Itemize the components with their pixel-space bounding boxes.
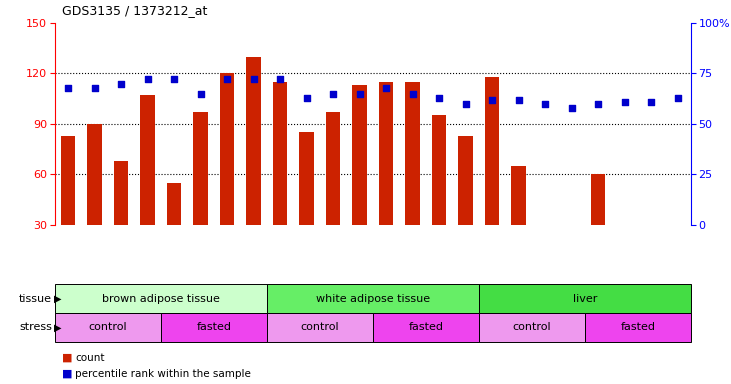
Bar: [373, 313, 479, 342]
Bar: [167, 183, 181, 275]
Point: [406, 91, 418, 97]
Point: [539, 101, 551, 107]
Point: [168, 76, 180, 83]
Text: GSM184420: GSM184420: [222, 284, 232, 338]
Text: ▶: ▶: [54, 322, 61, 333]
Text: GSM184436: GSM184436: [646, 284, 656, 339]
Point: [248, 76, 260, 83]
Bar: [267, 313, 373, 342]
Bar: [670, 247, 685, 275]
Bar: [267, 284, 479, 313]
Bar: [379, 82, 393, 275]
Bar: [405, 82, 420, 275]
Bar: [161, 313, 267, 342]
Point: [512, 97, 524, 103]
Bar: [432, 116, 447, 275]
Text: tissue: tissue: [19, 293, 52, 304]
Point: [300, 94, 312, 101]
Bar: [352, 85, 367, 275]
Bar: [55, 284, 267, 313]
Text: fasted: fasted: [409, 322, 443, 333]
Text: count: count: [75, 353, 105, 363]
Point: [62, 84, 74, 91]
Text: brown adipose tissue: brown adipose tissue: [102, 293, 220, 304]
Point: [672, 94, 683, 101]
Bar: [220, 73, 235, 275]
Bar: [458, 136, 473, 275]
Text: GSM184424: GSM184424: [328, 284, 338, 338]
Text: GSM184432: GSM184432: [540, 284, 550, 338]
Point: [221, 76, 233, 83]
Text: GSM184428: GSM184428: [434, 284, 444, 338]
Text: GSM184435: GSM184435: [620, 284, 629, 339]
Text: GSM184433: GSM184433: [567, 284, 576, 339]
Point: [486, 97, 498, 103]
Text: GSM184423: GSM184423: [302, 284, 311, 338]
Bar: [55, 313, 161, 342]
Bar: [564, 247, 579, 275]
Text: ■: ■: [62, 369, 72, 379]
Bar: [511, 166, 526, 275]
Point: [115, 81, 127, 87]
Text: GSM184426: GSM184426: [382, 284, 390, 338]
Text: GSM184419: GSM184419: [196, 284, 205, 339]
Text: GSM184429: GSM184429: [461, 284, 470, 338]
Text: GSM184414: GSM184414: [64, 284, 72, 338]
Point: [142, 76, 154, 83]
Text: control: control: [512, 322, 551, 333]
Text: fasted: fasted: [621, 322, 655, 333]
Text: ▶: ▶: [54, 293, 61, 304]
Bar: [140, 95, 155, 275]
Point: [327, 91, 339, 97]
Bar: [644, 250, 659, 275]
Bar: [299, 132, 314, 275]
Text: GSM184418: GSM184418: [170, 284, 178, 339]
Point: [88, 84, 100, 91]
Point: [460, 101, 471, 107]
Bar: [479, 284, 691, 313]
Bar: [114, 161, 129, 275]
Point: [380, 84, 392, 91]
Text: GDS3135 / 1373212_at: GDS3135 / 1373212_at: [62, 4, 208, 17]
Point: [566, 104, 577, 111]
Bar: [273, 82, 287, 275]
Point: [433, 94, 445, 101]
Text: GSM184437: GSM184437: [673, 284, 682, 339]
Bar: [617, 250, 632, 275]
Point: [592, 101, 604, 107]
Text: liver: liver: [572, 293, 597, 304]
Point: [274, 76, 286, 83]
Text: GSM184425: GSM184425: [355, 284, 364, 338]
Text: ■: ■: [62, 353, 72, 363]
Text: percentile rank within the sample: percentile rank within the sample: [75, 369, 251, 379]
Bar: [246, 56, 261, 275]
Text: control: control: [88, 322, 127, 333]
Text: GSM184417: GSM184417: [143, 284, 152, 339]
Bar: [479, 313, 585, 342]
Point: [354, 91, 366, 97]
Bar: [87, 124, 102, 275]
Text: control: control: [300, 322, 339, 333]
Bar: [193, 112, 208, 275]
Point: [618, 99, 630, 105]
Text: GSM184422: GSM184422: [276, 284, 284, 338]
Text: GSM184431: GSM184431: [514, 284, 523, 339]
Bar: [485, 77, 499, 275]
Text: GSM184434: GSM184434: [594, 284, 602, 338]
Bar: [61, 136, 75, 275]
Text: GSM184416: GSM184416: [116, 284, 126, 339]
Bar: [326, 112, 341, 275]
Bar: [585, 313, 691, 342]
Point: [645, 99, 657, 105]
Bar: [591, 174, 605, 275]
Text: stress: stress: [19, 322, 52, 333]
Text: white adipose tissue: white adipose tissue: [316, 293, 430, 304]
Text: GSM184430: GSM184430: [488, 284, 496, 339]
Text: GSM184421: GSM184421: [249, 284, 258, 338]
Text: GSM184427: GSM184427: [408, 284, 417, 338]
Point: [194, 91, 206, 97]
Bar: [538, 258, 553, 275]
Text: fasted: fasted: [197, 322, 231, 333]
Text: GSM184415: GSM184415: [90, 284, 99, 339]
